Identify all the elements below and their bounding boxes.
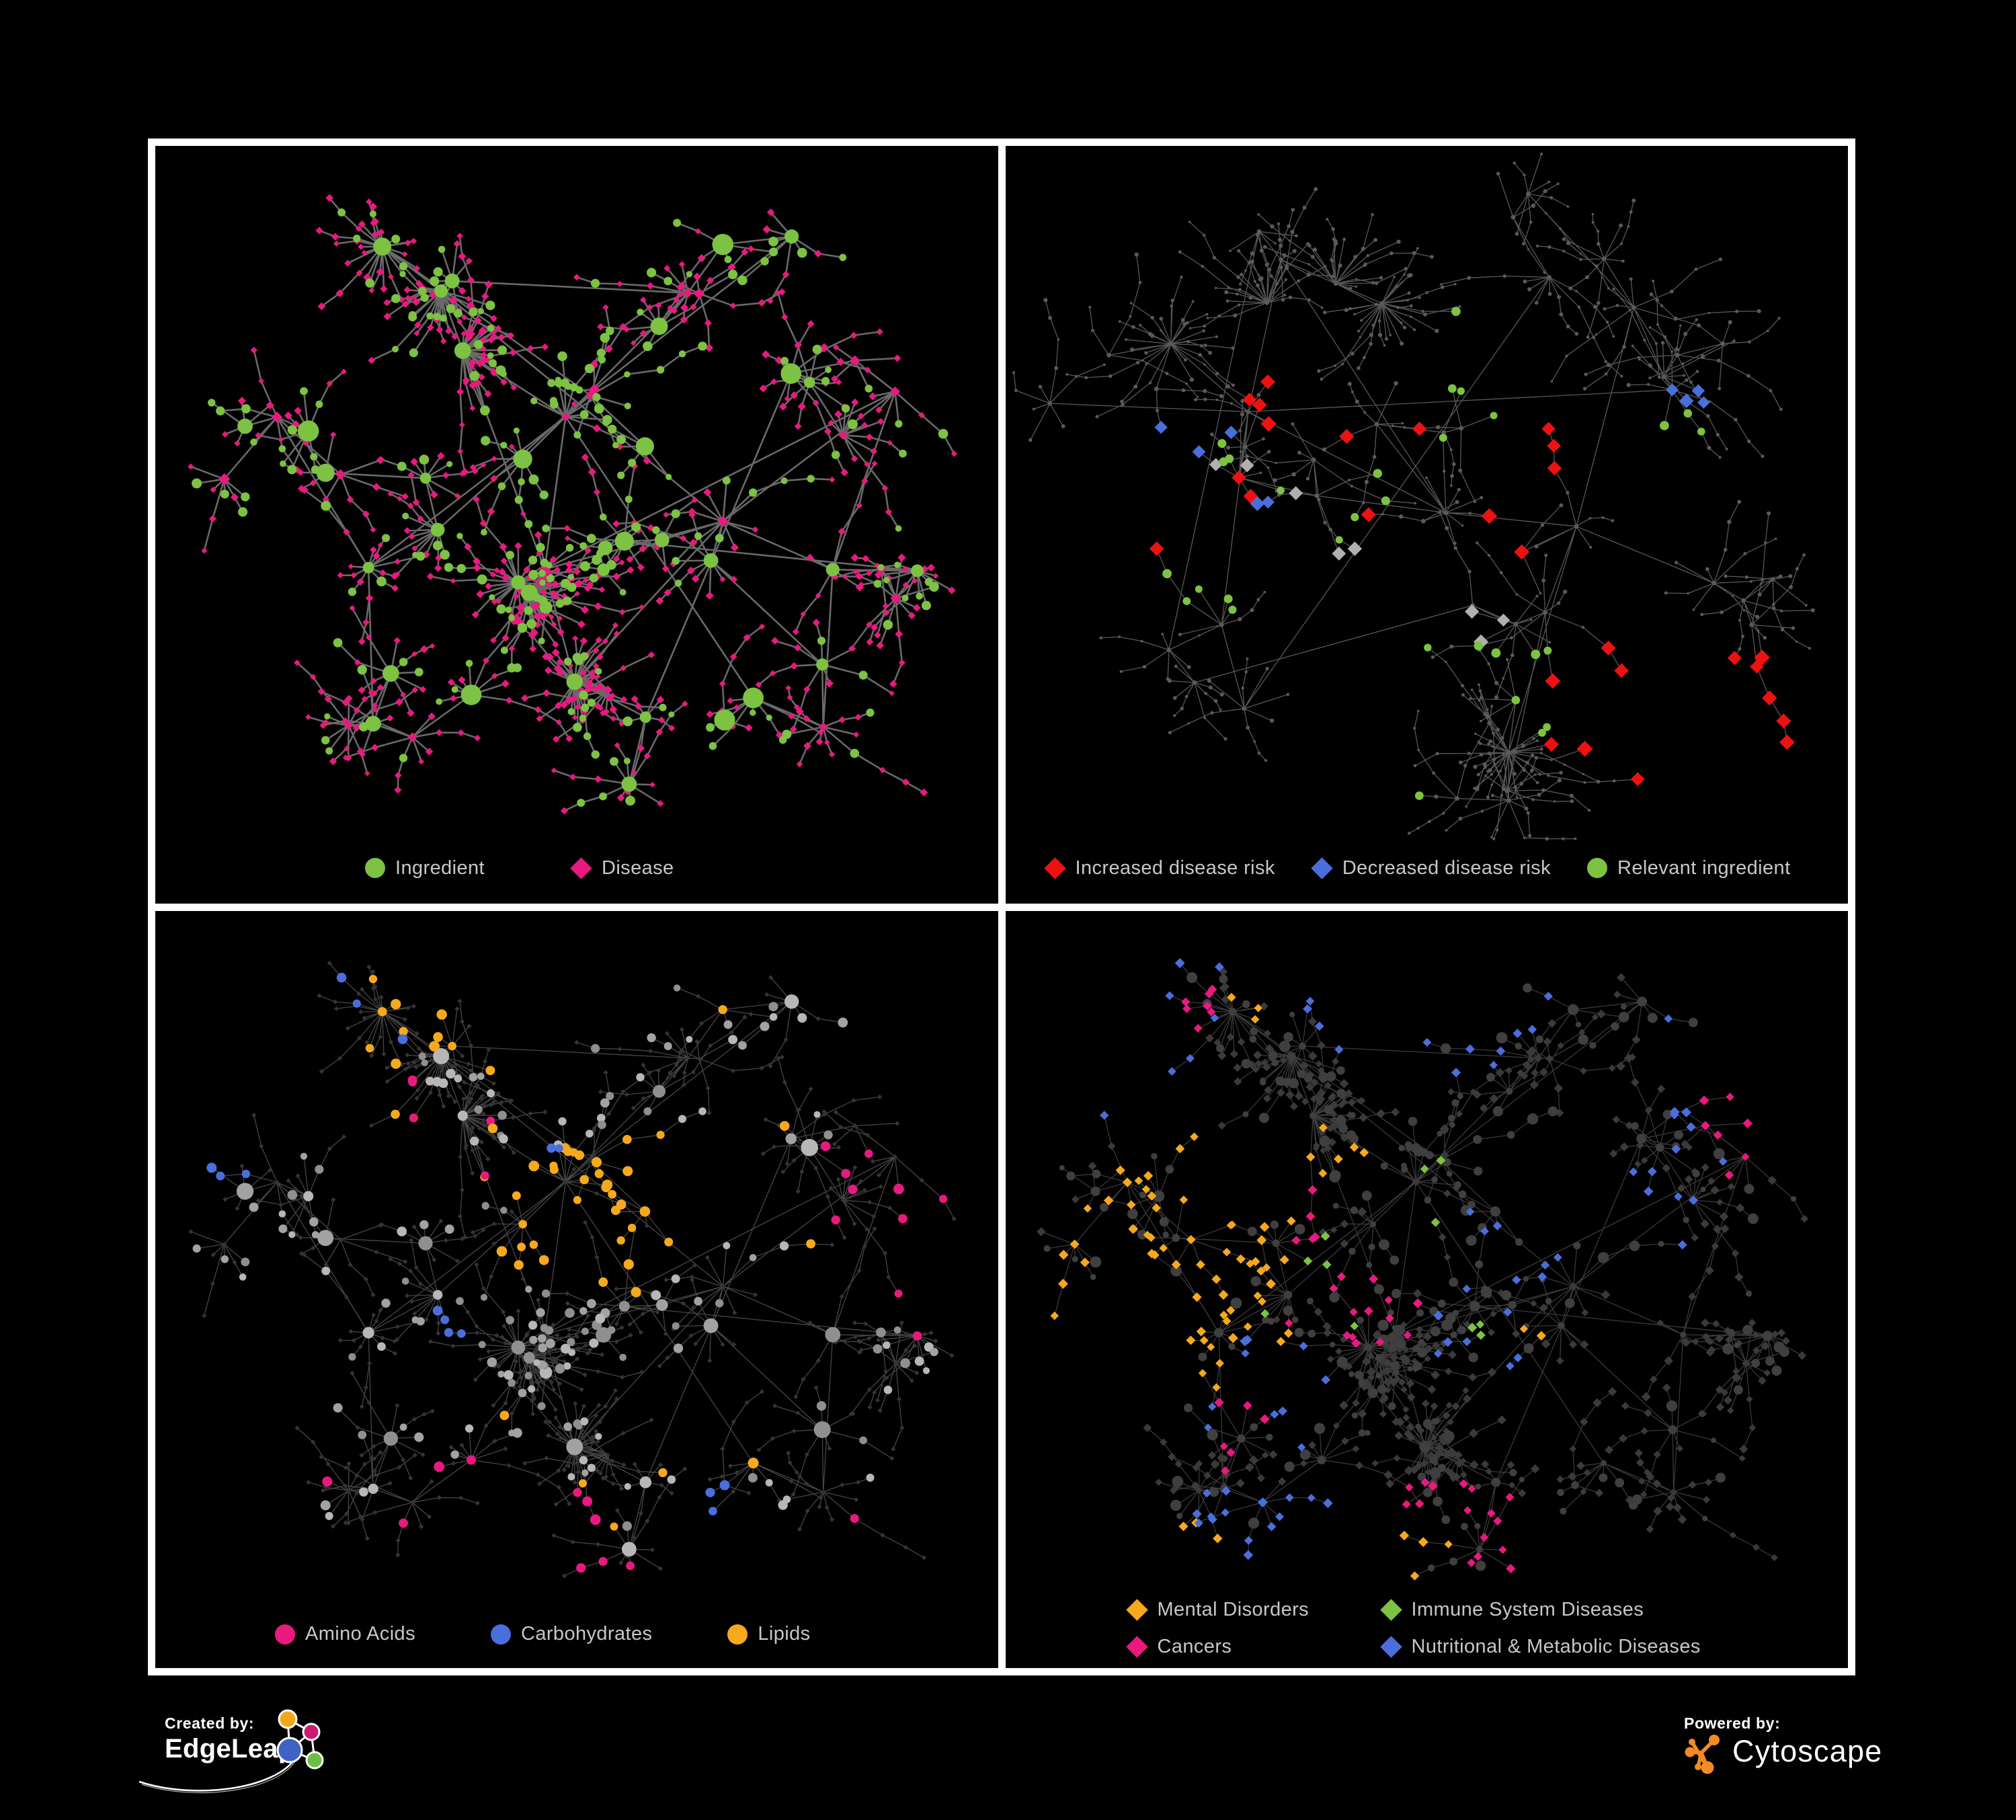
immune-system-diseases-diamond-marker — [1379, 1599, 1402, 1621]
network-graph-canvas-nutrient-classes — [155, 910, 998, 1668]
panel-disease-risk: Increased disease risk Decreased disease… — [1005, 146, 1848, 904]
panel-nutrient-classes: Amino Acids Carbohydrates Lipids — [155, 910, 998, 1668]
cytoscape-branding: Powered by: Cytoscape — [1684, 1716, 1993, 1810]
cancers-diamond-marker — [1125, 1636, 1148, 1658]
legend-label: Relevant ingredient — [1617, 857, 1791, 879]
legend-label: Decreased disease risk — [1342, 857, 1551, 879]
legend-label: Ingredient — [395, 857, 485, 879]
powered-by-label: Powered by: — [1684, 1714, 1781, 1732]
network-graph-canvas-disease-categories — [1005, 910, 1848, 1668]
legend-label: Immune System Diseases — [1411, 1599, 1644, 1620]
edgeleap-logo-mark — [276, 1709, 324, 1770]
panel-ingredient-disease: Ingredient Disease — [155, 146, 998, 904]
panel-disease-categories: Mental Disorders Immune System Diseases … — [1005, 910, 1848, 1668]
lipids-circle-marker — [727, 1624, 748, 1645]
legend-item: Disease — [570, 857, 674, 879]
network-graph-canvas-disease-risk — [1005, 146, 1848, 904]
legend-label: Mental Disorders — [1157, 1599, 1309, 1620]
panel-grid-frame: Ingredient Disease Increased disease ris… — [148, 139, 1855, 1675]
nutritional-metabolic-diseases-diamond-marker — [1379, 1636, 1402, 1658]
legend-ingredient-disease: Ingredient Disease — [365, 857, 674, 879]
edgeleap-branding: Created by: EdgeLeap — [138, 1709, 407, 1817]
legend-label: Nutritional & Metabolic Diseases — [1411, 1636, 1701, 1657]
increased-risk-diamond-marker — [1043, 857, 1066, 879]
edgeleap-node-orange — [278, 1709, 298, 1729]
legend-label: Disease — [602, 857, 674, 879]
legend-item: Lipids — [727, 1623, 810, 1645]
legend-item: Decreased disease risk — [1311, 857, 1551, 879]
relevant-ingredient-circle-marker — [1587, 858, 1608, 878]
legend-item: Amino Acids — [275, 1623, 415, 1645]
ingredient-circle-marker — [365, 858, 385, 878]
legend-disease-risk: Increased disease risk Decreased disease… — [1043, 857, 1791, 879]
decreased-risk-diamond-marker — [1311, 857, 1333, 879]
amino-acids-circle-marker — [275, 1624, 295, 1645]
legend-item: Immune System Diseases — [1379, 1599, 1701, 1621]
carbohydrates-circle-marker — [490, 1624, 511, 1645]
legend-item: Carbohydrates — [490, 1623, 653, 1645]
mental-disorders-diamond-marker — [1125, 1599, 1148, 1621]
legend-label: Lipids — [758, 1623, 811, 1645]
legend-label: Cancers — [1157, 1636, 1232, 1657]
edgeleap-node-blue — [276, 1737, 303, 1764]
legend-item: Nutritional & Metabolic Diseases — [1379, 1636, 1701, 1658]
legend-item: Mental Disorders — [1125, 1599, 1381, 1621]
legend-item: Increased disease risk — [1043, 857, 1275, 879]
disease-diamond-marker — [570, 857, 592, 879]
edgeleap-swoosh — [138, 1757, 297, 1794]
legend-label: Amino Acids — [305, 1623, 415, 1645]
network-graph-canvas-ingredient-disease — [155, 146, 998, 904]
legend-label: Increased disease risk — [1075, 857, 1275, 879]
legend-item: Relevant ingredient — [1587, 857, 1790, 879]
legend-item: Ingredient — [365, 857, 485, 879]
legend-label: Carbohydrates — [520, 1623, 653, 1645]
legend-nutrient-classes: Amino Acids Carbohydrates Lipids — [275, 1623, 811, 1645]
legend-item: Cancers — [1125, 1636, 1381, 1658]
legend-disease-categories: Mental Disorders Immune System Diseases … — [1125, 1599, 1701, 1658]
edgeleap-node-magenta — [302, 1723, 321, 1741]
edgeleap-wordmark: EdgeLeap — [165, 1734, 295, 1764]
created-by-label: Created by: — [165, 1714, 255, 1732]
edgeleap-node-green — [305, 1751, 324, 1770]
cytoscape-logo-icon — [1685, 1735, 1720, 1774]
cytoscape-wordmark: Cytoscape — [1732, 1734, 1883, 1768]
